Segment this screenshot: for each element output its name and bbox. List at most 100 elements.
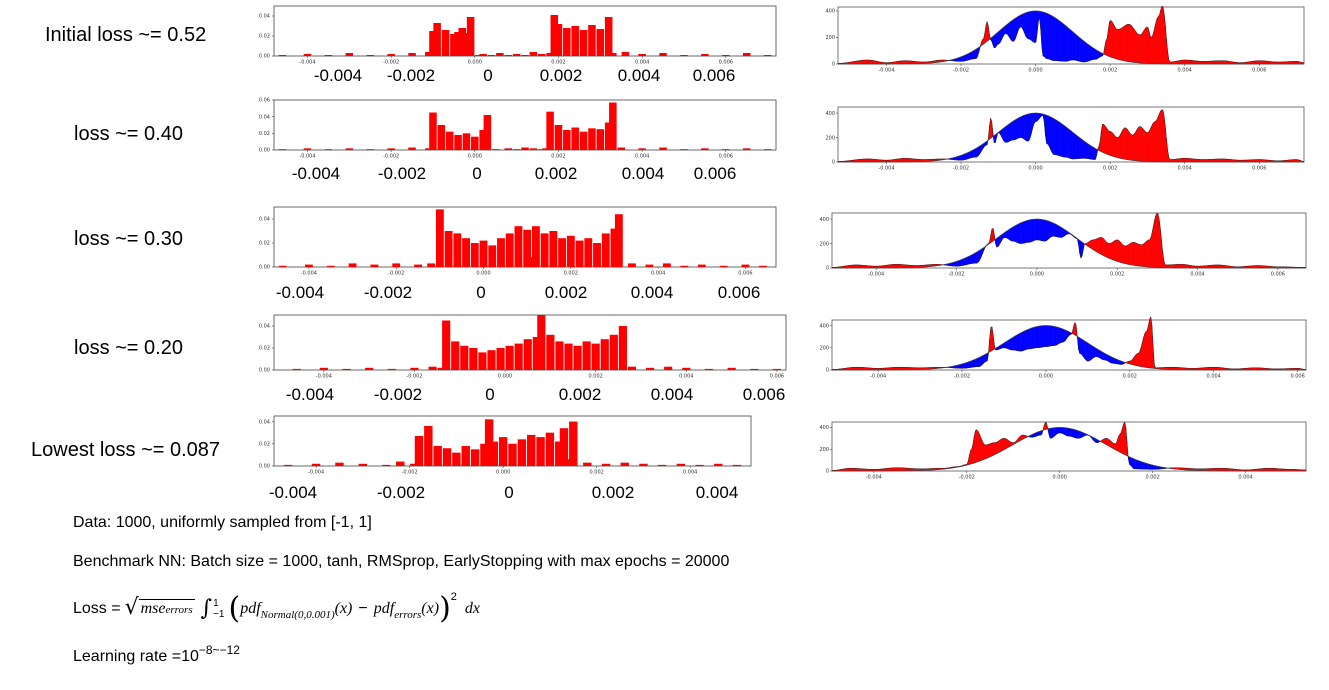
histogram-bar — [596, 29, 605, 56]
histogram-bar — [324, 149, 333, 150]
histogram-bar — [531, 226, 540, 267]
histogram-bar — [442, 448, 452, 466]
plot-frame — [273, 99, 777, 151]
density-chart-3: 0 200 400 -0.004 -0.002 0.000 0.002 0.004 0.006 — [819, 315, 1307, 380]
axis-tick: 0.002 — [539, 66, 583, 85]
histogram-bar — [437, 367, 446, 370]
histogram-bar — [554, 24, 563, 56]
row-label-1: loss ~= 0.40 — [74, 123, 183, 145]
histogram-bar — [471, 136, 479, 150]
y-tick-label: 0.00 — [259, 464, 270, 470]
histogram-bar — [701, 54, 709, 56]
histogram-bar — [497, 238, 505, 267]
x-tick-label: 0.000 — [1039, 374, 1053, 380]
histogram-bar — [303, 54, 312, 56]
y-tick-label: 0 — [826, 266, 829, 272]
close-paren: ) — [439, 590, 451, 626]
plot-frame — [837, 6, 1305, 65]
histogram-bar — [609, 334, 618, 370]
integral-lower: −1 — [213, 608, 225, 620]
histogram-bar — [529, 148, 538, 150]
histogram-bar — [591, 343, 600, 370]
histogram-bar — [387, 54, 395, 56]
histogram-bar — [427, 263, 436, 267]
y-tick-label: 0.00 — [259, 368, 270, 374]
x-tick-label: 0.000 — [1028, 166, 1042, 172]
histogram-bar — [638, 148, 646, 150]
histogram-bar — [425, 52, 433, 56]
y-tick-label: 0.04 — [259, 324, 270, 330]
histogram-bar — [559, 428, 569, 466]
y-tick-label: 200 — [825, 35, 835, 41]
histogram-bar — [425, 148, 433, 150]
histogram-bar — [529, 52, 538, 56]
x-tick-label: -0.004 — [878, 68, 894, 74]
histogram-bar — [514, 226, 523, 267]
histogram-bar — [609, 53, 617, 56]
axis-tick: 0 — [472, 164, 482, 183]
x-arg-2: (x) — [421, 599, 440, 617]
row-label-2: loss ~= 0.30 — [74, 228, 183, 250]
histogram-bar — [682, 367, 691, 370]
x-tick-label: 0.002 — [590, 470, 604, 476]
y-tick-label: 0.04 — [259, 14, 270, 20]
x-tick-label: 0.002 — [1103, 166, 1117, 172]
histogram-bar — [680, 55, 688, 56]
x-tick-label: 0.004 — [1238, 475, 1252, 481]
histogram-bar — [505, 233, 514, 267]
y-tick-label: 0 — [826, 368, 829, 374]
histogram-bar — [470, 449, 480, 466]
x-tick-label: -0.004 — [299, 60, 315, 66]
histogram-bar — [571, 26, 579, 56]
x-tick-label: 0.002 — [1103, 68, 1117, 74]
histogram-bar — [601, 463, 611, 466]
histogram-bar — [433, 446, 442, 466]
histogram-bar — [610, 228, 619, 267]
x-tick-label: -0.004 — [870, 374, 886, 380]
histogram-bar — [527, 257, 536, 267]
axis-tick: -0.004 — [275, 283, 325, 302]
y-tick-label: 0 — [826, 469, 829, 475]
normal-curve-line — [838, 10, 1304, 65]
x-tick-label: 0.000 — [1028, 68, 1042, 74]
histogram-bar — [714, 463, 723, 466]
x-tick-label: -0.002 — [953, 166, 969, 172]
histogram-bar — [579, 30, 588, 56]
histogram-bar — [657, 464, 667, 466]
histogram-bar — [470, 243, 479, 267]
histogram-bar — [466, 17, 475, 56]
y-tick-label: 400 — [819, 425, 829, 431]
histogram-bar — [523, 339, 532, 370]
plot-frame — [837, 106, 1305, 163]
histogram-bar — [521, 55, 529, 56]
x-tick-label: -0.004 — [868, 272, 884, 278]
histogram-bar — [617, 147, 625, 150]
axis-tick: 0.004 — [630, 283, 674, 302]
histogram-bar — [358, 463, 368, 466]
histogram-bar — [487, 350, 496, 370]
histogram-bar — [621, 52, 630, 56]
histogram-bar — [742, 148, 751, 150]
loss-formula: Loss = √ mseerrors ∫ 1 −1 ( pdf Normal(0,0… — [73, 590, 480, 626]
histogram-bar — [546, 111, 554, 150]
error-density-line — [831, 213, 1307, 268]
histogram-bar — [292, 368, 301, 370]
y-tick-label: 0.02 — [259, 241, 270, 247]
x-tick-label: -0.002 — [953, 68, 969, 74]
histogram-bar — [523, 229, 532, 267]
error-density-line — [831, 421, 1307, 471]
histogram-chart-1: 0.00 0.02 0.04 0.06 -0.004 -0.002 0.000 0.002 0.… — [259, 98, 777, 160]
histogram-bar — [742, 53, 751, 56]
histogram-bar — [555, 441, 564, 466]
histogram-bar — [579, 131, 588, 150]
histogram-bar — [554, 125, 563, 150]
x-tick-label: 0.002 — [589, 374, 603, 380]
errors-subscript: errors — [165, 603, 193, 616]
normal-curve-line — [832, 218, 1306, 269]
histogram-bar — [664, 366, 673, 370]
histogram-bar — [335, 462, 344, 466]
histogram-bar — [517, 439, 527, 466]
histogram-bar — [569, 421, 578, 466]
integral-limits: 1 −1 — [213, 598, 224, 620]
histogram-bar — [326, 265, 335, 267]
